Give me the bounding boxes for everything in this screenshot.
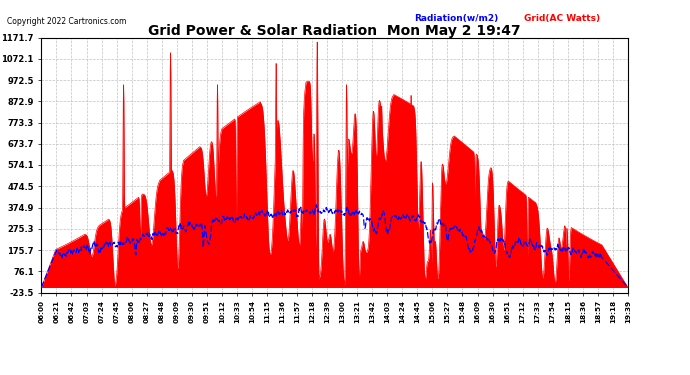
Title: Grid Power & Solar Radiation  Mon May 2 19:47: Grid Power & Solar Radiation Mon May 2 1… — [148, 24, 521, 38]
Text: Copyright 2022 Cartronics.com: Copyright 2022 Cartronics.com — [7, 17, 126, 26]
Text: Grid(AC Watts): Grid(AC Watts) — [524, 14, 600, 23]
Text: Radiation(w/m2): Radiation(w/m2) — [414, 14, 498, 23]
